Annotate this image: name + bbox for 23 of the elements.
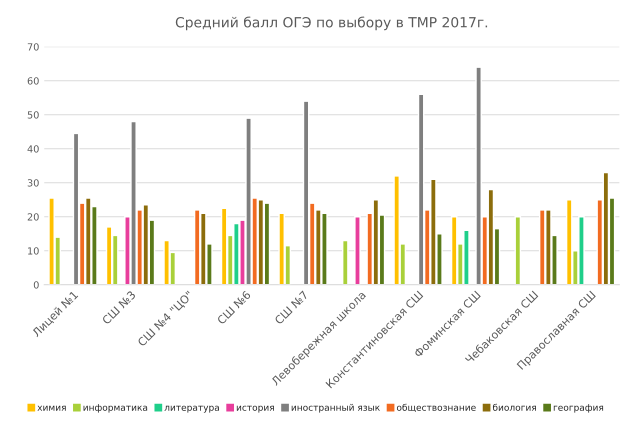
chart-title: Средний балл ОГЭ по выбору в ТМР 2017г. xyxy=(176,16,488,30)
legend-label: история xyxy=(236,406,274,413)
legend-label: иностранный язык xyxy=(292,404,380,413)
legend-label: биология xyxy=(492,404,536,411)
y-tick-label: 0 xyxy=(34,281,39,289)
y-tick-label: 20 xyxy=(28,213,39,221)
y-tick-label: 70 xyxy=(28,43,39,51)
y-tick-label: 30 xyxy=(28,179,39,187)
legend-label: информатика xyxy=(84,404,148,413)
bar xyxy=(514,216,522,285)
x-tick-label: СШ №3 xyxy=(102,290,136,325)
y-tick-label: 10 xyxy=(28,247,39,255)
y-tick-label: 60 xyxy=(28,77,39,85)
bar xyxy=(342,240,349,285)
legend-label: обществознание xyxy=(396,404,476,412)
y-tick-label: 50 xyxy=(28,111,39,119)
bar xyxy=(354,216,361,285)
y-tick-label: 40 xyxy=(27,145,39,153)
legend-label: химия xyxy=(37,406,66,411)
legend-label: география xyxy=(554,404,604,413)
legend-label: литература xyxy=(164,406,219,413)
x-tick-label: СШ №7 xyxy=(274,290,308,325)
x-tick-label: СШ №6 xyxy=(216,290,252,325)
